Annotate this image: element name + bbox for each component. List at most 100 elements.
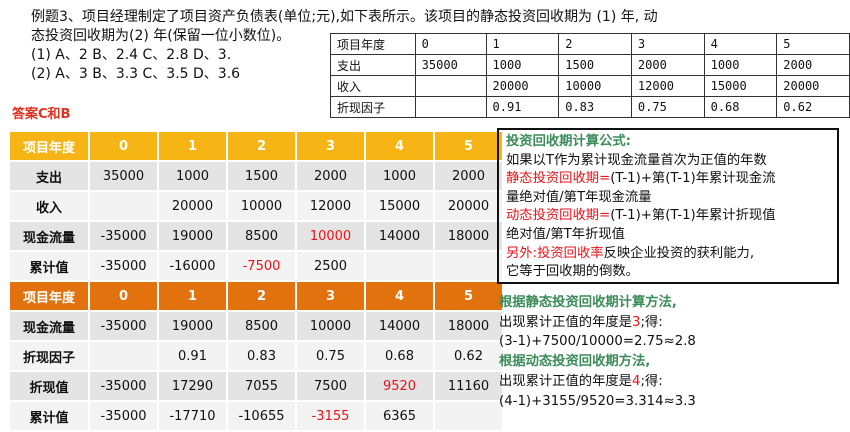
balance-table-cell: 支出	[330, 54, 416, 76]
question-line-2: 态投资回收期为(2) 年(保留一位小数位)。	[31, 28, 291, 44]
table-row: 现金流量 -35000 19000 8500 10000 14000 18000	[10, 312, 502, 340]
balance-table-cell: 2000	[630, 54, 705, 76]
roi-note: 另外:投资回收率反映企业投资的获利能力,	[506, 245, 830, 264]
balance-table-cell: 2	[558, 33, 632, 55]
balance-table-row: 支出 35000 1000 1500 2000 1000 2000	[330, 54, 850, 76]
table-cell: 10000	[228, 192, 295, 220]
table-cell: 2000	[435, 162, 502, 190]
dynamic-formula-text-2: 绝对值/第T年折现值	[506, 226, 625, 242]
table-row: 现金流量 -35000 19000 8500 10000 14000 18000	[10, 222, 502, 250]
table-cell: 14000	[366, 312, 433, 340]
dynamic-year-line: 出现累计正值的年度是4;得:	[499, 372, 696, 392]
table-cell: 6365	[366, 402, 433, 430]
table-cell: 1000	[366, 162, 433, 190]
table-row: 折现因子 0.91 0.83 0.75 0.68 0.62	[10, 342, 502, 370]
table-cell: 0.75	[297, 342, 364, 370]
formula-box: 投资回收期计算公式: 如果以T作为累计现金流量首次为正值的年数 静态投资回收期=…	[497, 128, 839, 284]
question-options-2: (2) A、3 B、3.3 C、3.5 D、3.6	[31, 66, 241, 82]
balance-table-cell: 5	[776, 33, 850, 55]
row-label-cell: 现金流量	[10, 222, 88, 250]
row-label-cell: 累计值	[10, 402, 88, 430]
balance-table-cell: 0.91	[485, 96, 560, 118]
table-cell: -35000	[90, 372, 157, 400]
table-row: 累计值 -35000 -16000 -7500 2500	[10, 252, 502, 280]
table-cell: 17290	[159, 372, 226, 400]
answer-label: 答案C和B	[12, 107, 71, 122]
row-label-cell: 折现值	[10, 372, 88, 400]
table-row: 折现值 -35000 17290 7055 7500 9520 11160	[10, 372, 502, 400]
table-cell: 0.83	[228, 342, 295, 370]
formula-title: 投资回收期计算公式:	[506, 134, 631, 149]
table-cell: 0	[90, 132, 157, 160]
table-cell	[90, 342, 157, 370]
table-cell: 4	[366, 282, 433, 310]
table-cell: 1500	[228, 162, 295, 190]
table-cell: 8500	[228, 222, 295, 250]
roi-text-1: 反映企业投资的获利能力,	[603, 245, 755, 261]
table-cell: 9520	[366, 372, 433, 400]
row-label-cell: 现金流量	[10, 312, 88, 340]
balance-table-cell: 1000	[485, 54, 560, 76]
balance-table-cell: 0	[414, 33, 487, 55]
balance-table-cell: 3	[630, 33, 705, 55]
table-cell	[90, 192, 157, 220]
table-cell: 3	[297, 282, 364, 310]
balance-table-cell: 0.68	[703, 96, 778, 118]
balance-table-cell: 4	[703, 33, 778, 55]
table-header-row: 项目年度 0 1 2 3 4 5	[10, 132, 502, 160]
table-cell: 7500	[297, 372, 364, 400]
balance-table-row: 项目年度 0 1 2 3 4 5	[330, 33, 850, 55]
table-header-row: 项目年度 0 1 2 3 4 5	[10, 282, 502, 310]
table-cell: 0	[90, 282, 157, 310]
dynamic-year-text: 出现累计正值的年度是	[499, 373, 632, 389]
dynamic-method-title: 根据动态投资回收期方法,	[499, 354, 651, 370]
table-row: 累计值 -35000 -17710 -10655 -3155 6365	[10, 402, 502, 430]
table-cell: 18000	[435, 222, 502, 250]
balance-table-cell: 0.75	[630, 96, 705, 118]
other-label: 另外:	[506, 245, 538, 261]
table-cell: 2	[228, 282, 295, 310]
row-label-cell: 收入	[10, 192, 88, 220]
balance-table-cell: 10000	[558, 75, 632, 97]
table-cell: 19000	[159, 312, 226, 340]
table-cell: -3155	[297, 402, 364, 430]
balance-table-cell: 1500	[558, 54, 632, 76]
table-cell: 4	[366, 132, 433, 160]
table-cell: -35000	[90, 252, 157, 280]
static-method-title: 根据静态投资回收期计算方法,	[499, 295, 677, 310]
table-cell	[366, 252, 433, 280]
table-cell: 20000	[435, 192, 502, 220]
table-cell: 5	[435, 282, 502, 310]
table-cell: 0.62	[435, 342, 502, 370]
static-year-line: 出现累计正值的年度是3;得:	[499, 313, 696, 333]
static-formula-text-2: 量绝对值/第T年现金流量	[506, 189, 652, 205]
table-cell: 0.91	[159, 342, 226, 370]
table-cell: -35000	[90, 222, 157, 250]
balance-table-row: 收入 20000 10000 12000 15000 20000	[330, 75, 850, 97]
balance-table-cell: 折现因子	[330, 96, 416, 118]
balance-table-cell: 12000	[630, 75, 705, 97]
balance-table-cell	[414, 96, 487, 118]
question-options-1: (1) A、2 B、2.4 C、2.8 D、3.	[31, 47, 232, 63]
table-cell: 2500	[297, 252, 364, 280]
table-cell: 35000	[90, 162, 157, 190]
roi-label: 投资回收率	[537, 245, 604, 261]
balance-table-cell: 0.62	[776, 96, 850, 118]
table-cell: 10000	[297, 222, 364, 250]
table-row: 支出 35000 1000 1500 2000 1000 2000	[10, 162, 502, 190]
static-year-suffix: ;得:	[640, 314, 663, 330]
table-cell: 14000	[366, 222, 433, 250]
table-cell: 1	[159, 282, 226, 310]
table-cell: 19000	[159, 222, 226, 250]
table-cell: 12000	[297, 192, 364, 220]
balance-table-cell: 收入	[330, 75, 416, 97]
balance-table-cell: 20000	[776, 75, 850, 97]
static-year-text: 出现累计正值的年度是	[499, 314, 632, 330]
table-cell: 0.68	[366, 342, 433, 370]
table-cell	[435, 252, 502, 280]
dynamic-formula-label: 动态投资回收期=	[506, 208, 611, 224]
question-line-1: 例题3、项目经理制定了项目资产负债表(单位;元),如下表所示。该项目的静态投资回…	[31, 9, 658, 25]
balance-table-cell: 35000	[414, 54, 487, 76]
table-cell: 15000	[366, 192, 433, 220]
table-cell: 2000	[297, 162, 364, 190]
